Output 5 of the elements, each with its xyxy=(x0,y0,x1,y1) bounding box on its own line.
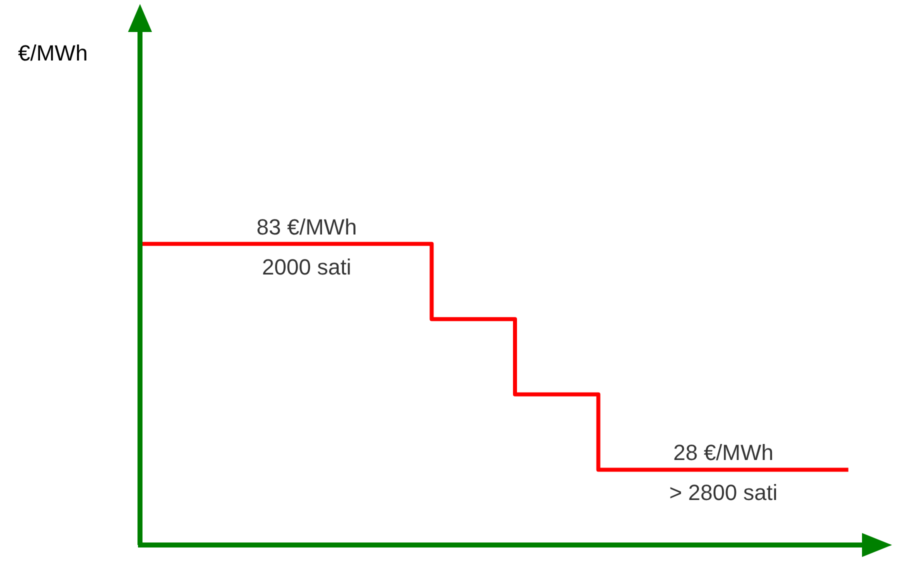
annotation: 2000 sati xyxy=(262,254,352,280)
annotation: 28 €/MWh xyxy=(673,440,774,466)
annotation: > 2800 sati xyxy=(669,480,778,506)
text: 83 €/MWh xyxy=(256,214,357,240)
text: €/MWh xyxy=(18,40,88,66)
